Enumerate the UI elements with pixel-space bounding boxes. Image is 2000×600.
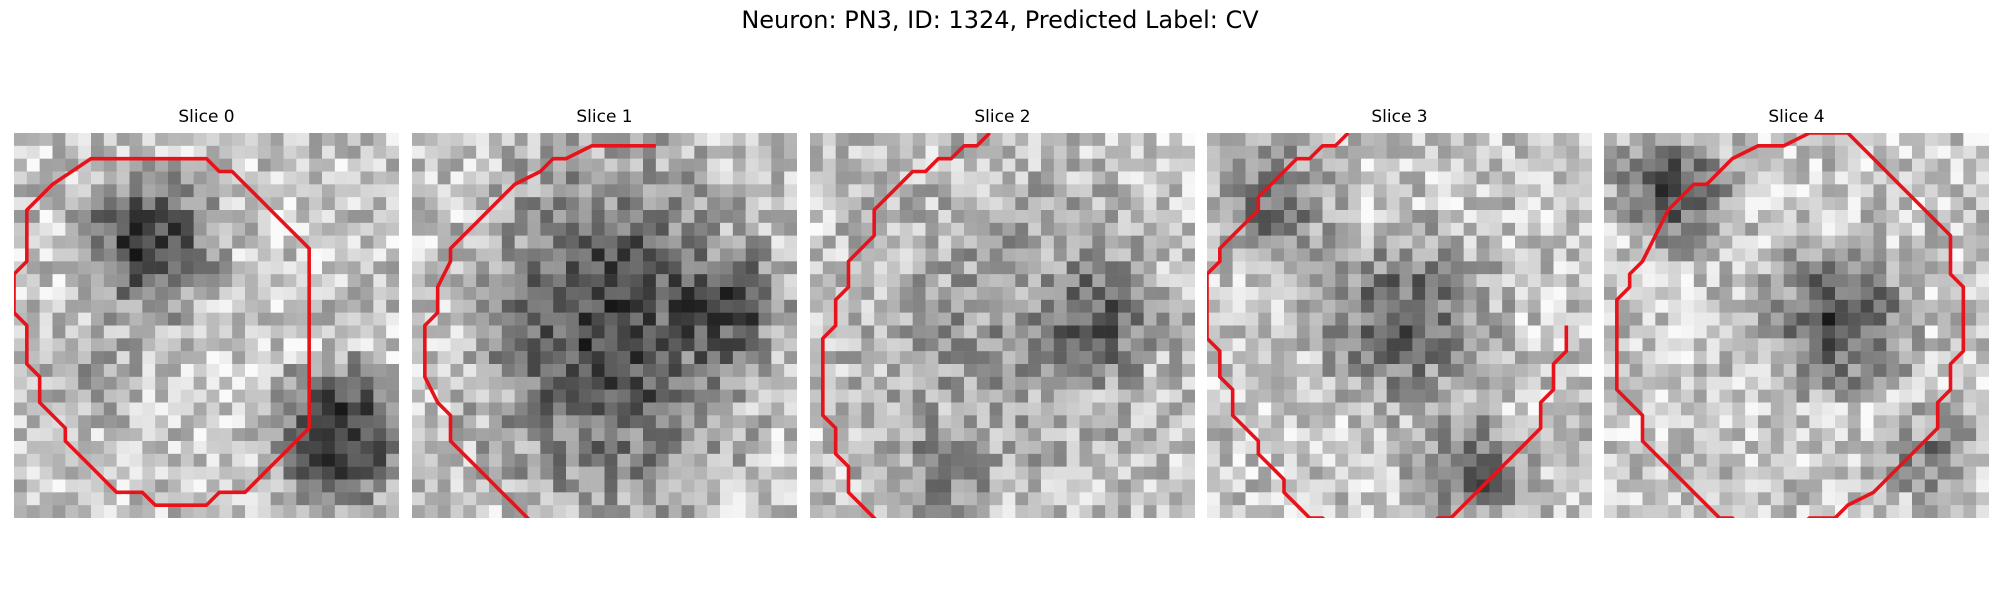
figure-title: Neuron: PN3, ID: 1324, Predicted Label: … [741,6,1259,34]
slice-title: Slice 3 [1371,107,1428,127]
slice-title: Slice 4 [1768,107,1825,127]
segmentation-contour [14,156,311,507]
slice-image [14,133,399,518]
slice-image [1604,133,1989,518]
slice-image [1207,133,1592,518]
slice-title: Slice 2 [974,107,1031,127]
slice-image [810,133,1195,518]
segmentation-contour [1615,133,1966,518]
pixel-grid [412,133,797,518]
pixel-grid [810,133,1195,518]
pixel-grid [1207,133,1592,518]
segmentation-contour [821,133,991,518]
pixel-grid [14,133,399,518]
segmentation-contour [1207,133,1569,518]
slice-title: Slice 0 [178,107,235,127]
segmentation-contour [423,144,656,518]
slice-title: Slice 1 [576,107,633,127]
slice-image [412,133,797,518]
